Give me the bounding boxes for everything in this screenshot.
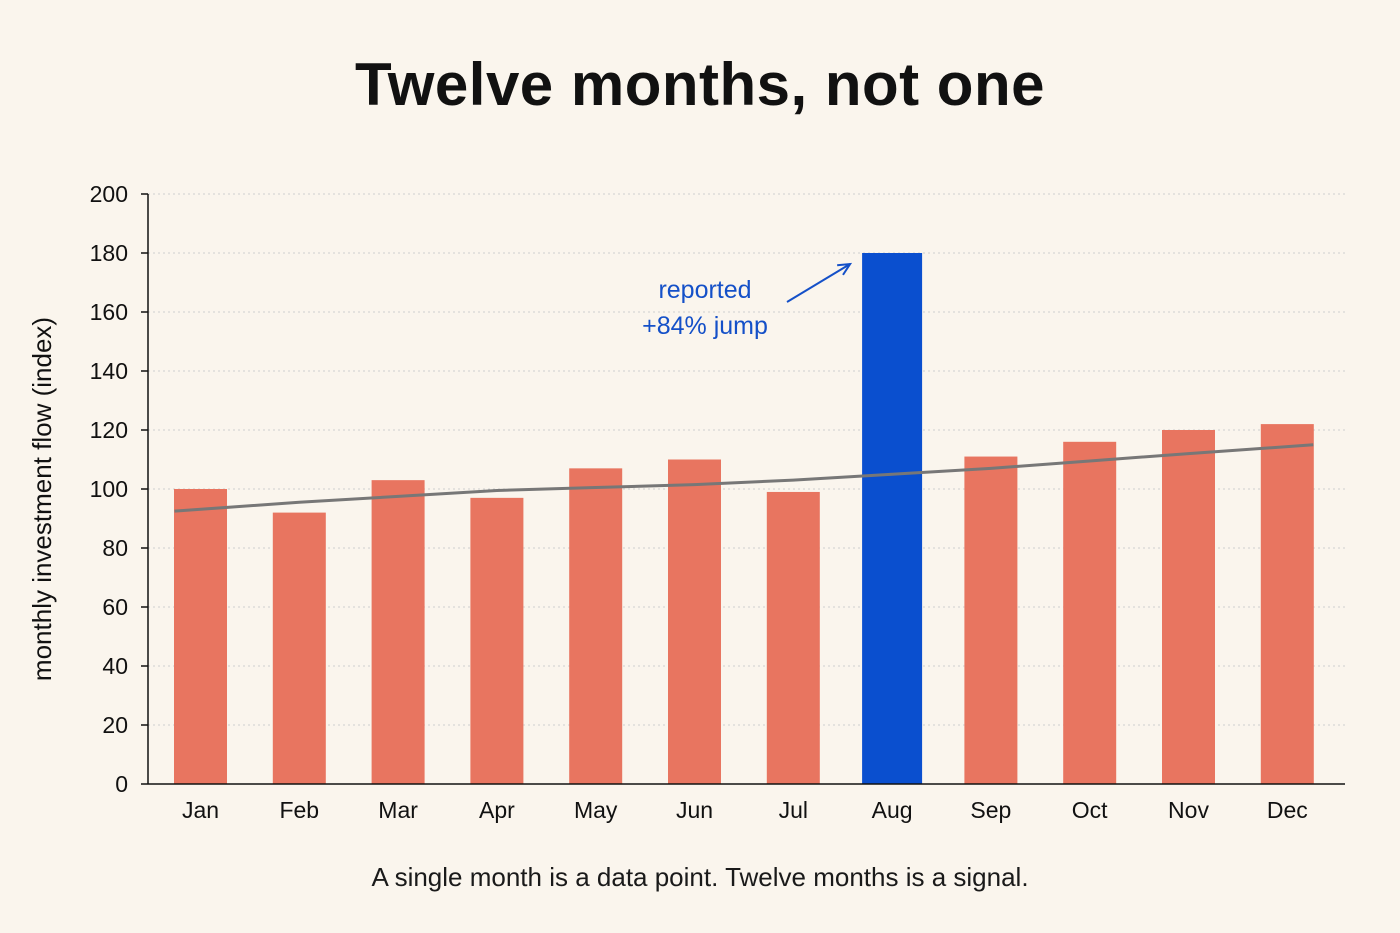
bar-nov [1162, 430, 1215, 784]
y-axis-title: monthly investment flow (index) [27, 317, 57, 681]
annotation: reported +84% jump [642, 262, 853, 340]
bar-sep [964, 456, 1018, 784]
annotation-line-1: reported [658, 276, 751, 304]
y-tick-label-0: 0 [115, 771, 128, 797]
trend-line [174, 443, 1314, 513]
bar-mar [371, 480, 425, 784]
y-tick-label-200: 200 [90, 181, 128, 207]
x-tick-label-jun: Jun [676, 797, 713, 823]
annotation-arrow-shaft [786, 263, 851, 303]
x-tick-label-oct: Oct [1072, 797, 1108, 823]
y-tick-label-60: 60 [102, 594, 128, 620]
tick-labels: 0 20 40 60 80 100 120 140 160 180 200 Jan Feb Mar Apr M… [27, 181, 1308, 823]
annotation-line-2: +84% jump [642, 312, 768, 340]
x-tick-label-feb: Feb [279, 797, 319, 823]
y-tick-label-120: 120 [90, 417, 128, 443]
bar-jul [766, 491, 820, 784]
x-tick-label-may: May [574, 797, 618, 823]
x-tick-label-dec: Dec [1267, 797, 1308, 823]
bar-may [569, 468, 623, 784]
bar-jun [668, 459, 721, 784]
bar-jan [174, 489, 227, 784]
y-tick-label-100: 100 [90, 476, 128, 502]
chart-title: Twelve months, not one [355, 51, 1045, 118]
chart-caption: A single month is a data point. Twelve m… [371, 862, 1029, 892]
bars [174, 253, 1314, 784]
y-tick-label-180: 180 [90, 240, 128, 266]
bar-apr [470, 497, 524, 784]
axes [141, 193, 1345, 785]
x-tick-label-apr: Apr [479, 797, 515, 823]
trend-line-group [174, 443, 1314, 513]
x-tick-label-mar: Mar [378, 797, 418, 823]
y-tick-label-160: 160 [90, 299, 128, 325]
bar-feb [272, 512, 326, 784]
y-tick-label-80: 80 [102, 535, 128, 561]
annotation-arrow-head [837, 262, 853, 276]
x-tick-label-jul: Jul [779, 797, 808, 823]
x-tick-label-jan: Jan [182, 797, 219, 823]
bar-dec [1260, 424, 1314, 784]
x-tick-label-sep: Sep [970, 797, 1011, 823]
y-tick-label-140: 140 [90, 358, 128, 384]
x-tick-label-nov: Nov [1168, 797, 1209, 823]
y-tick-label-40: 40 [102, 653, 128, 679]
bar-oct [1063, 441, 1117, 784]
y-tick-label-20: 20 [102, 712, 128, 738]
x-tick-label-aug: Aug [872, 797, 913, 823]
bar-aug [862, 253, 923, 784]
